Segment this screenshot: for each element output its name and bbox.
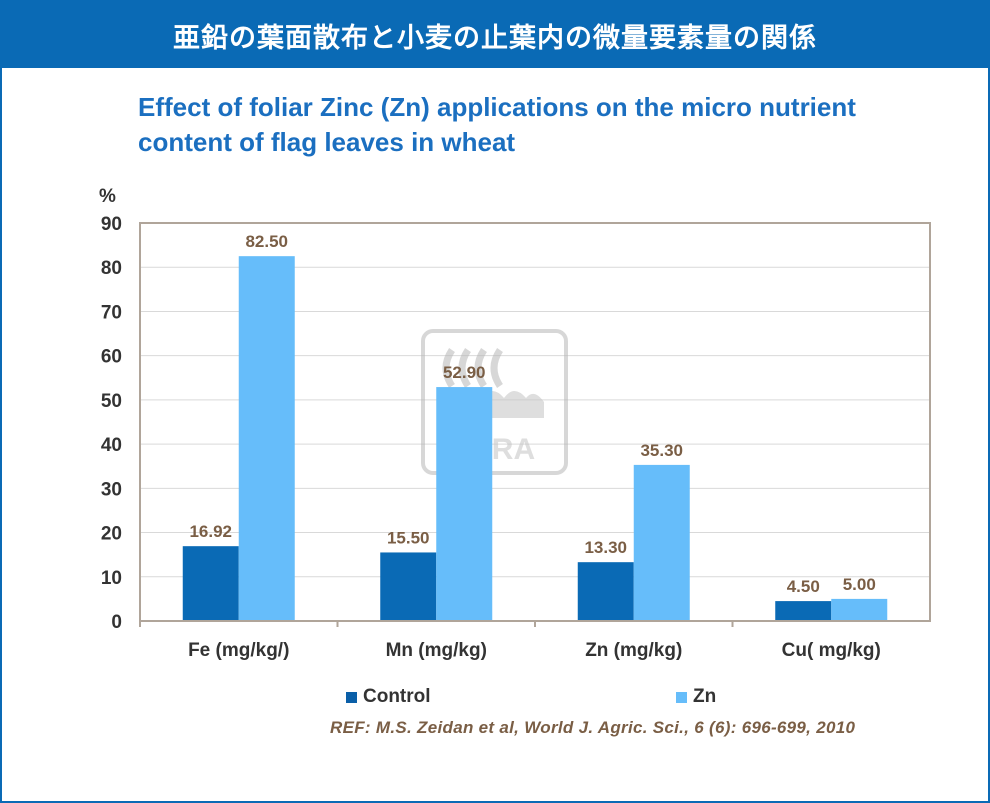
bar-control-0 bbox=[182, 546, 239, 621]
bar-zn-0 bbox=[238, 256, 295, 621]
bar-control-2 bbox=[577, 562, 634, 621]
legend-label-control: Control bbox=[363, 686, 431, 707]
axes: 0 10 20 30 40 50 60 70 80 90 Fe (mg/kg/) Mn (mg/kg)… bbox=[101, 214, 931, 661]
legend-item-control: Control bbox=[346, 686, 431, 708]
data-label: 13.30 bbox=[584, 538, 627, 557]
y-tick-label: 70 bbox=[101, 302, 122, 323]
y-axis-unit: % bbox=[99, 186, 116, 207]
bar-zn-3 bbox=[831, 598, 888, 621]
bar-zn-1 bbox=[436, 387, 493, 621]
y-tick-label: 0 bbox=[111, 612, 122, 633]
legend-item-zn: Zn bbox=[676, 686, 716, 708]
bar-zn-2 bbox=[633, 464, 690, 621]
chart-title: Effect of foliar Zinc (Zn) applications … bbox=[138, 92, 856, 157]
legend-swatch-control bbox=[346, 691, 357, 703]
y-tick-label: 90 bbox=[101, 214, 122, 235]
y-tick-label: 80 bbox=[101, 258, 122, 279]
y-tick-label: 50 bbox=[101, 391, 122, 412]
bar-control-3 bbox=[775, 601, 832, 621]
header-banner: 亜鉛の葉面散布と小麦の止葉内の微量要素量の関係 bbox=[2, 2, 988, 68]
data-labels: 16.92 82.50 15.50 52.90 13.30 35.30 4.50 5.00 bbox=[189, 232, 875, 596]
data-label: 52.90 bbox=[443, 363, 486, 382]
x-category-label: Zn (mg/kg) bbox=[585, 640, 682, 661]
y-tick-label: 20 bbox=[101, 524, 122, 545]
data-label: 4.50 bbox=[787, 577, 820, 596]
legend-swatch-zn bbox=[676, 691, 687, 703]
y-tick-label: 40 bbox=[101, 435, 122, 456]
reference-citation: REF: M.S. Zeidan et al, World J. Agric. … bbox=[330, 718, 856, 737]
y-tick-label: 10 bbox=[101, 568, 122, 589]
x-category-label: Fe (mg/kg/) bbox=[188, 640, 289, 661]
data-label: 16.92 bbox=[189, 522, 232, 541]
banner-title: 亜鉛の葉面散布と小麦の止葉内の微量要素量の関係 bbox=[173, 22, 817, 54]
bar-control-1 bbox=[380, 552, 437, 621]
data-label: 15.50 bbox=[387, 528, 430, 547]
x-category-label: Mn (mg/kg) bbox=[386, 640, 487, 661]
y-tick-label: 60 bbox=[101, 347, 122, 368]
x-category-label: Cu( mg/kg) bbox=[782, 640, 881, 661]
bars bbox=[182, 256, 888, 621]
data-label: 35.30 bbox=[640, 441, 683, 460]
data-label: 5.00 bbox=[843, 575, 876, 594]
data-label: 82.50 bbox=[245, 232, 288, 251]
legend-label-zn: Zn bbox=[693, 686, 717, 707]
y-tick-label: 30 bbox=[101, 479, 122, 500]
